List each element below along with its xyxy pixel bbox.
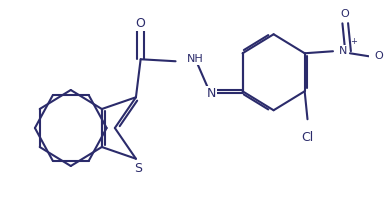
Text: +: + [350,37,357,46]
Text: O: O [136,17,145,30]
Text: NH: NH [187,54,204,64]
Text: O: O [341,9,350,19]
Text: N: N [207,87,216,100]
Text: N: N [339,46,348,56]
Text: S: S [134,162,142,175]
Text: Cl: Cl [301,131,314,144]
Text: O: O [375,51,384,61]
